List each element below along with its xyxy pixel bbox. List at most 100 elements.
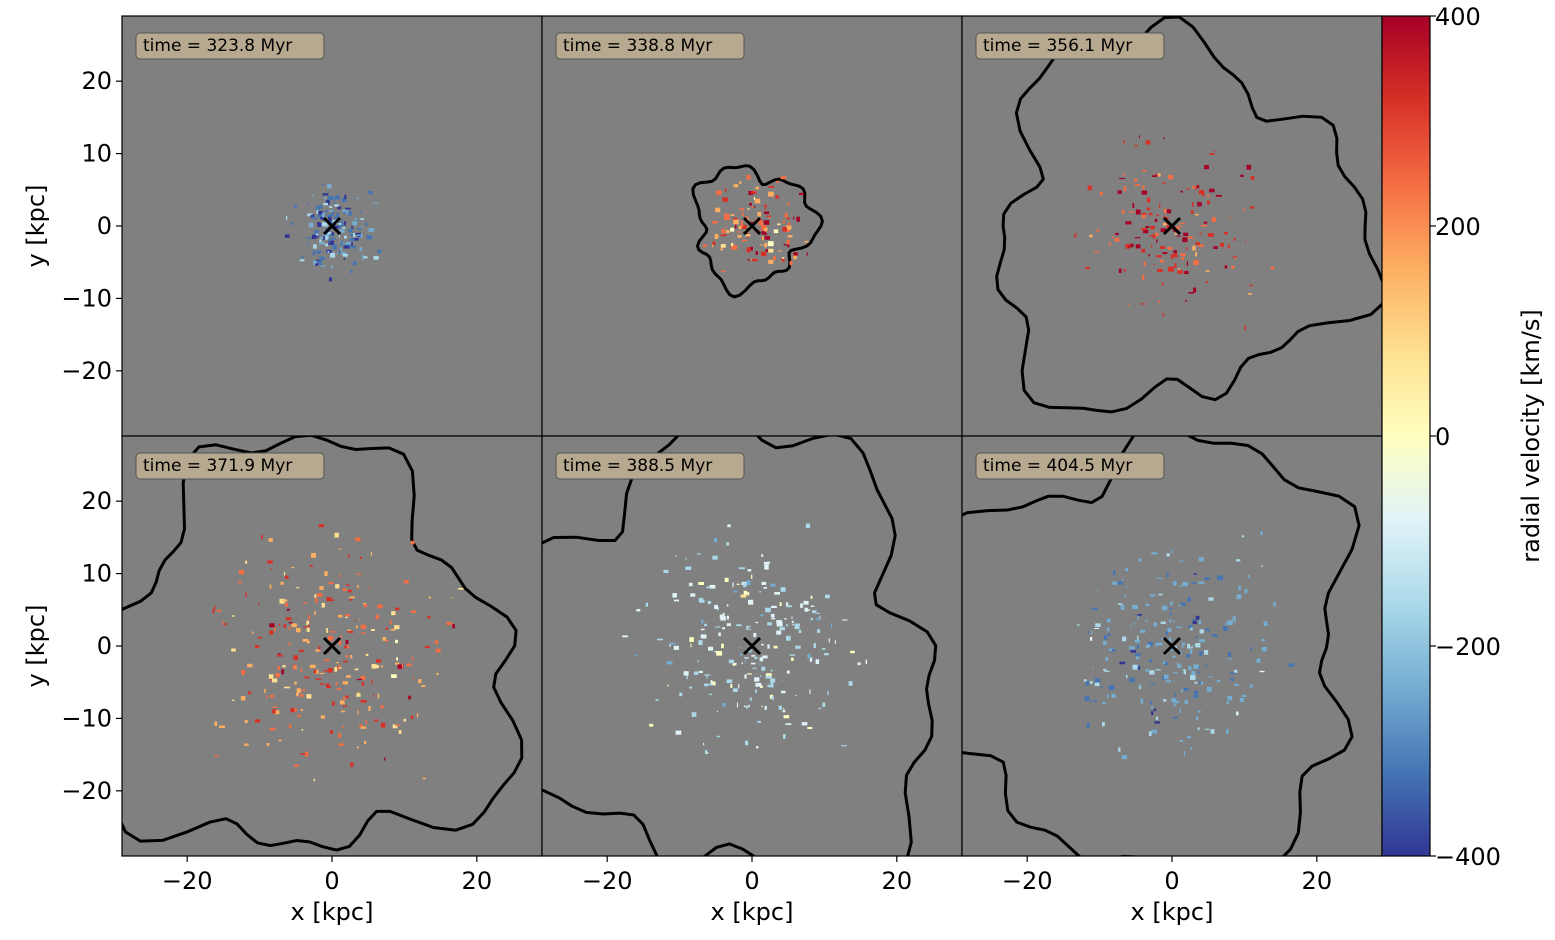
gas-cell <box>293 655 298 661</box>
gas-cell <box>334 204 339 207</box>
gas-cell <box>1190 747 1192 750</box>
gas-cell <box>747 208 750 210</box>
gas-cell <box>427 616 431 619</box>
gas-cell <box>1148 659 1153 662</box>
gas-cell <box>336 688 341 690</box>
gas-cell <box>359 211 362 213</box>
contour-line <box>962 436 1361 856</box>
y-tick-label: −10 <box>61 704 112 732</box>
gas-cell <box>365 222 368 226</box>
gas-cell <box>318 210 323 216</box>
gas-cell <box>1196 716 1199 720</box>
gas-cell <box>723 213 730 217</box>
gas-cell <box>319 586 324 590</box>
gas-cell <box>1137 614 1142 616</box>
gas-cell <box>412 676 415 679</box>
gas-cell <box>339 700 345 705</box>
gas-cell <box>1244 325 1246 331</box>
gas-cell <box>411 715 414 720</box>
gas-cell <box>1241 535 1245 538</box>
gas-cell <box>721 229 726 234</box>
gas-cell <box>408 695 411 700</box>
gas-cell <box>1205 270 1210 272</box>
gas-cell <box>759 663 761 666</box>
gas-cell <box>722 627 725 630</box>
gas-cell <box>338 614 343 618</box>
gas-cell <box>688 582 693 587</box>
gas-cell <box>451 597 453 599</box>
gas-cell <box>1161 638 1165 640</box>
gas-cell <box>1199 680 1201 685</box>
gas-cell <box>1161 605 1168 611</box>
gas-cell <box>689 686 693 689</box>
gas-cell <box>1173 704 1176 707</box>
gas-cell <box>1177 663 1180 668</box>
gas-cell <box>1135 653 1141 656</box>
gas-cell <box>351 245 356 249</box>
gas-cell <box>1147 641 1153 647</box>
gas-cell <box>686 674 688 680</box>
gas-cell <box>319 236 325 239</box>
gas-cell <box>776 180 779 184</box>
gas-cell <box>767 241 774 247</box>
panel-content <box>122 436 524 852</box>
gas-cell <box>810 605 815 607</box>
gas-cell <box>332 701 335 706</box>
gas-cell <box>1183 232 1189 236</box>
gas-cell <box>302 638 309 642</box>
gas-cell <box>768 259 774 264</box>
x-axis-label: x [kpc] <box>291 898 374 926</box>
gas-cell <box>361 682 365 686</box>
gas-cell <box>780 587 786 592</box>
gas-cell <box>649 723 654 727</box>
gas-cell <box>286 608 290 611</box>
gas-cell <box>334 532 339 538</box>
gas-cell <box>307 213 313 217</box>
gas-cell <box>1145 140 1151 145</box>
gas-cell <box>776 621 783 627</box>
gas-cell <box>757 720 761 723</box>
gas-cell <box>327 635 333 641</box>
gas-cell <box>1128 646 1135 650</box>
gas-cell <box>1199 639 1205 643</box>
gas-cell <box>308 615 310 620</box>
gas-cell <box>359 247 362 251</box>
gas-cell <box>789 654 796 656</box>
gas-cell <box>755 682 762 687</box>
gas-cell <box>743 590 748 595</box>
gas-cell <box>1163 223 1167 226</box>
gas-cell <box>1209 689 1211 693</box>
gas-cell <box>303 602 307 604</box>
gas-cell <box>322 193 329 196</box>
gas-cell <box>1148 235 1153 237</box>
gas-cell <box>805 523 811 528</box>
gas-cell <box>1094 682 1100 687</box>
gas-cell <box>793 252 798 256</box>
gas-cell <box>1094 678 1101 683</box>
colorbar-tick-label: 400 <box>1435 3 1481 31</box>
x-tick-label: −20 <box>162 867 213 895</box>
gas-cell <box>255 645 260 648</box>
gas-cell <box>1146 207 1151 211</box>
gas-cell <box>753 205 756 208</box>
gas-cell <box>347 629 352 632</box>
gas-cell <box>257 636 262 639</box>
gas-cell <box>1149 670 1155 675</box>
gas-cell <box>330 730 333 734</box>
y-tick-label: 0 <box>97 212 112 240</box>
gas-cell <box>328 277 333 282</box>
gas-cell <box>1148 212 1153 216</box>
gas-cell <box>1146 644 1151 647</box>
gas-cell <box>785 226 788 230</box>
gas-cell <box>780 176 787 180</box>
gas-cell <box>1246 164 1252 170</box>
gas-cell <box>1233 683 1239 686</box>
gas-cell <box>1198 581 1205 584</box>
gas-cell <box>1126 674 1128 679</box>
gas-cell <box>1208 676 1213 678</box>
gas-cell <box>1232 256 1237 258</box>
gas-cell <box>1107 694 1109 698</box>
gas-cell <box>786 670 790 674</box>
gas-cell <box>216 609 222 612</box>
gas-cell <box>1178 268 1180 271</box>
